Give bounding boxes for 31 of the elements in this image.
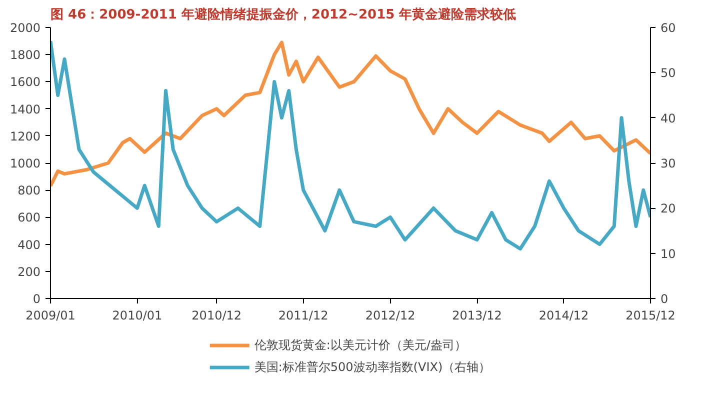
y2-tick-label: 50 (660, 66, 676, 80)
x-tick-label: 2010/12 (192, 308, 242, 322)
x-tick-label: 2014/12 (538, 308, 589, 322)
y2-tick-label: 30 (660, 156, 676, 170)
y2-tick-label: 20 (660, 202, 676, 216)
chart-title: 图 46：2009-2011 年避险情绪提振金价，2012~2015 年黄金避险需求较低 (50, 6, 516, 22)
x-tick-label: 2012/12 (365, 308, 416, 322)
x-tick-label: 2011/12 (278, 308, 328, 322)
y-tick-label: 1400 (10, 102, 41, 116)
y-tick-label: 400 (18, 238, 40, 252)
legend-label: 伦敦现货黄金:以美元计价（美元/盎司） (254, 336, 466, 354)
y2-tick-label: 10 (660, 246, 676, 261)
y2-tick-label: 60 (660, 21, 676, 35)
y-tick-label: 1800 (10, 48, 41, 62)
line-series (50, 39, 650, 251)
y-tick-label: 1200 (10, 129, 41, 144)
y-tick-label: 800 (18, 184, 40, 198)
x-tick-label: 2010/01 (112, 308, 162, 322)
y-tick-label: 1000 (10, 156, 41, 170)
y2-tick-label: 40 (660, 111, 676, 126)
legend-label: 美国:标准普尔500波动率指数(VIX)（右轴） (254, 358, 491, 376)
x-tick-label: 2015/12 (626, 308, 676, 322)
y-tick-label: 1600 (10, 75, 41, 90)
y-tick-label: 200 (18, 264, 40, 279)
x-tick-label: 2013/12 (452, 308, 502, 322)
y-tick-label: 2000 (10, 21, 41, 35)
y-tick-label: 600 (18, 210, 40, 225)
y-tick-label: 0 (32, 292, 41, 306)
y2-tick-label: 0 (660, 292, 668, 306)
line-series (50, 40, 650, 188)
x-tick-label: 2009/01 (26, 308, 76, 322)
